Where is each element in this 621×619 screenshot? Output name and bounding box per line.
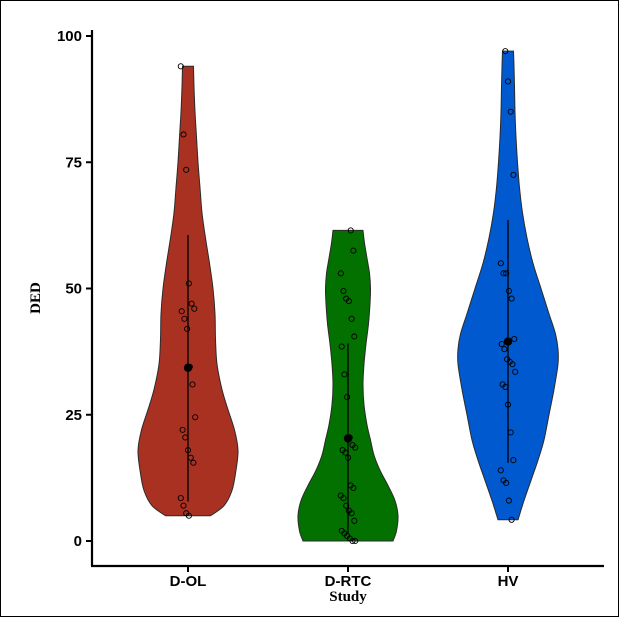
data-point	[497, 260, 504, 267]
data-point	[351, 517, 358, 524]
data-point	[190, 459, 197, 466]
data-point	[501, 346, 508, 353]
data-point	[508, 295, 515, 302]
data-point	[510, 171, 517, 178]
data-point	[345, 298, 352, 305]
data-point	[338, 343, 345, 350]
data-point	[187, 454, 194, 461]
data-point	[352, 537, 359, 545]
data-point	[503, 270, 510, 277]
data-point	[348, 315, 355, 322]
data-point	[341, 371, 348, 378]
data-point	[183, 166, 190, 173]
data-point	[348, 510, 355, 517]
data-point	[182, 434, 189, 441]
data-point	[344, 454, 352, 461]
data-point	[349, 537, 356, 545]
data-point	[189, 381, 196, 388]
data-point	[347, 227, 354, 234]
data-point	[337, 270, 344, 277]
y-ticks-layer: 0 25 50 75 100	[57, 28, 92, 550]
data-point	[351, 333, 358, 340]
means-layer	[183, 337, 513, 443]
data-point	[504, 78, 512, 85]
data-point	[503, 479, 510, 486]
data-point	[511, 335, 518, 343]
data-point	[510, 457, 517, 464]
data-point	[179, 426, 186, 433]
data-point	[497, 467, 504, 474]
data-point	[508, 516, 515, 523]
data-point	[340, 287, 347, 295]
mean-point-d-rtc	[343, 434, 353, 443]
data-point	[350, 484, 357, 492]
data-point	[352, 444, 359, 451]
data-point	[507, 429, 514, 436]
data-point	[350, 247, 357, 254]
data-point	[180, 131, 187, 138]
y-tick-label: 0	[74, 533, 82, 550]
data-point	[180, 502, 187, 509]
x-tick-label-hv: HV	[498, 573, 519, 590]
data-point	[184, 447, 192, 454]
x-tick-label-d-ol: D-OL	[170, 573, 207, 590]
data-point	[177, 495, 184, 502]
data-point	[343, 502, 350, 509]
y-tick-label: 50	[65, 281, 82, 298]
y-tick-label: 100	[57, 28, 82, 45]
data-point	[340, 495, 347, 502]
data-point	[502, 48, 509, 55]
data-point	[507, 108, 514, 115]
data-point	[185, 280, 192, 287]
data-point	[512, 368, 519, 375]
data-point	[342, 449, 349, 456]
data-point	[185, 512, 192, 519]
data-point	[181, 315, 188, 322]
mean-point-d-ol	[183, 363, 193, 372]
y-axis-title: DED	[28, 282, 44, 314]
points-layer	[177, 48, 519, 545]
data-point	[500, 270, 507, 277]
data-point	[504, 401, 512, 408]
data-point	[177, 63, 184, 70]
data-point	[188, 300, 195, 307]
x-tick-label-d-rtc: D-RTC	[325, 573, 372, 590]
x-ticks-layer: D-OL D-RTC HV	[170, 566, 519, 590]
data-point	[505, 287, 512, 295]
data-point	[505, 497, 512, 504]
data-point	[178, 308, 185, 315]
data-point	[344, 394, 351, 401]
y-tick-label: 75	[65, 154, 82, 171]
data-point	[192, 414, 199, 421]
data-point	[191, 305, 198, 312]
data-point	[502, 383, 509, 391]
data-point	[184, 325, 191, 332]
data-point	[498, 340, 505, 348]
x-axis-title: Study	[329, 589, 367, 605]
data-point	[509, 361, 516, 368]
y-tick-label: 25	[65, 407, 82, 424]
mean-point-hv	[503, 337, 513, 346]
